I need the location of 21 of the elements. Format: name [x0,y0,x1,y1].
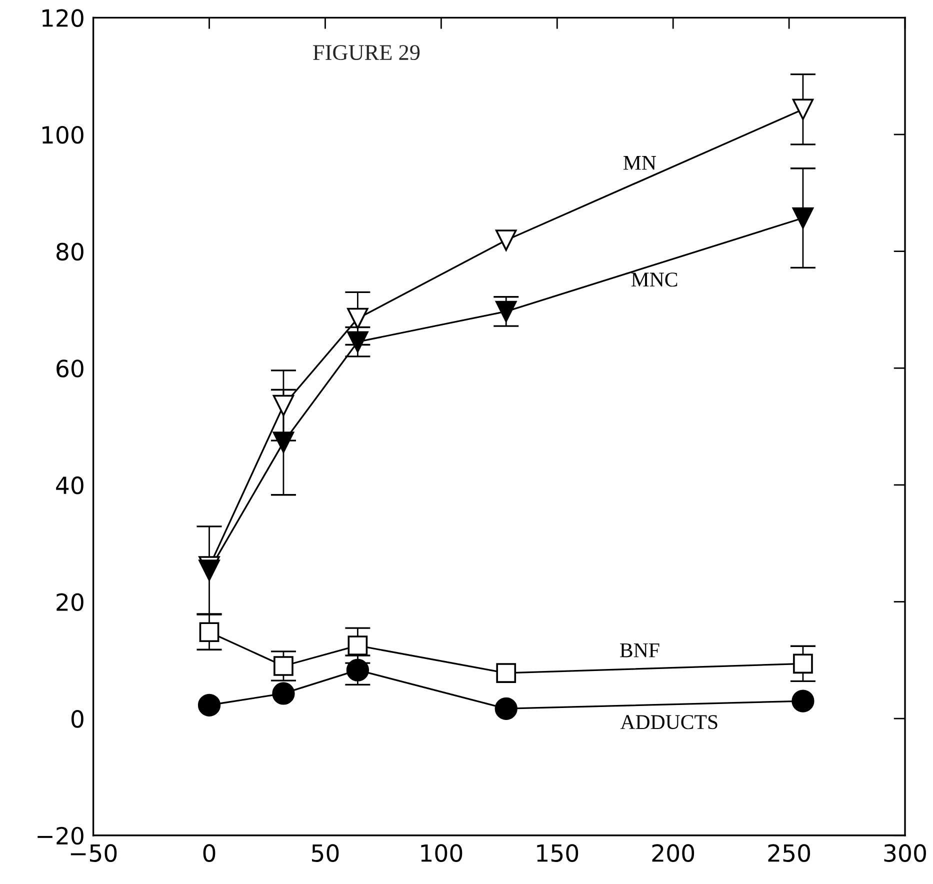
x-tick-label: 150 [537,844,578,862]
y-tick-label: 80 [56,242,84,261]
series-label: BNF [620,644,660,658]
x-tick-label: 250 [768,844,810,862]
y-tick-label: 60 [56,360,84,378]
x-tick-label: 300 [884,844,926,862]
x-tick-label: 0 [203,844,216,862]
annotation: FIGURE 29 [313,45,420,60]
x-tick-label: 100 [421,844,462,862]
y-tick-label: 100 [42,126,84,144]
x-tick-label: 50 [312,844,339,862]
series-label: MNC [631,272,678,287]
y-tick-label: 0 [72,710,84,728]
y-tick-label: −20 [38,826,84,845]
y-tick-label: 120 [42,9,84,27]
y-tick-label: 20 [56,593,84,612]
x-tick-label: 200 [652,844,694,862]
series-label: ADDUCTS [620,715,718,730]
series-label: MN [624,156,656,170]
y-tick-label: 40 [56,476,84,494]
x-tick-label: −50 [70,844,117,862]
